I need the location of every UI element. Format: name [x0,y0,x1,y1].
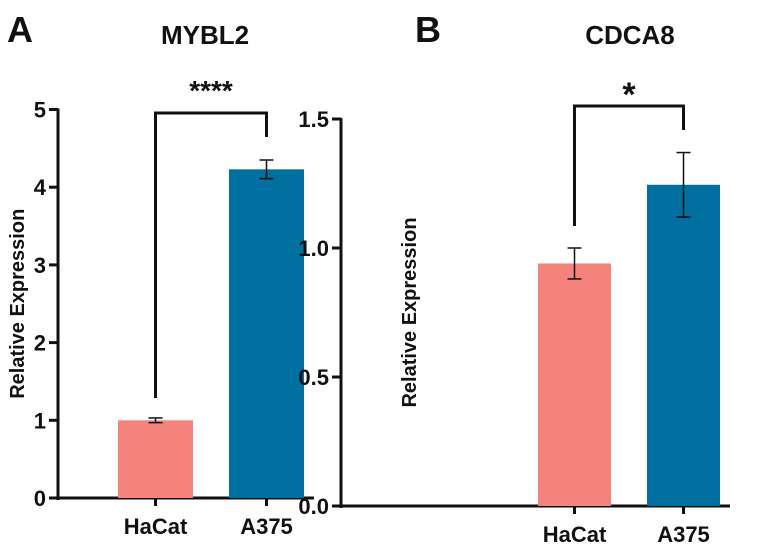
bar-hacat [118,420,193,498]
y-tick-label: 1 [34,408,46,433]
significance-label: **** [189,75,233,106]
bar-a375 [647,184,720,507]
y-tick-label: 1.0 [298,236,329,261]
y-tick-label: 4 [34,175,47,200]
bar-hacat [538,263,611,506]
chart-title: CDCA8 [585,20,675,50]
x-tick-label: A375 [657,522,710,547]
chart-title: MYBL2 [161,20,249,50]
x-tick-label: HaCat [543,522,607,547]
significance-label: * [622,76,636,114]
x-tick-label: A375 [240,514,293,539]
significance-bracket [573,104,685,226]
y-axis-label: Relative Expression [399,217,421,407]
y-tick-label: 0.0 [298,494,329,519]
y-tick-label: 5 [34,98,46,123]
x-tick-label: HaCat [124,514,188,539]
bar-a375 [229,169,304,499]
y-tick-label: 2 [34,331,46,356]
y-tick-label: 0 [34,486,46,511]
significance-bracket [154,111,268,398]
y-tick-label: 3 [34,253,46,278]
panel-label: A [7,9,33,50]
panel-label: B [415,9,441,50]
y-tick-label: 0.5 [298,365,329,390]
y-tick-label: 1.5 [298,107,329,132]
y-axis-label: Relative Expression [7,209,29,399]
